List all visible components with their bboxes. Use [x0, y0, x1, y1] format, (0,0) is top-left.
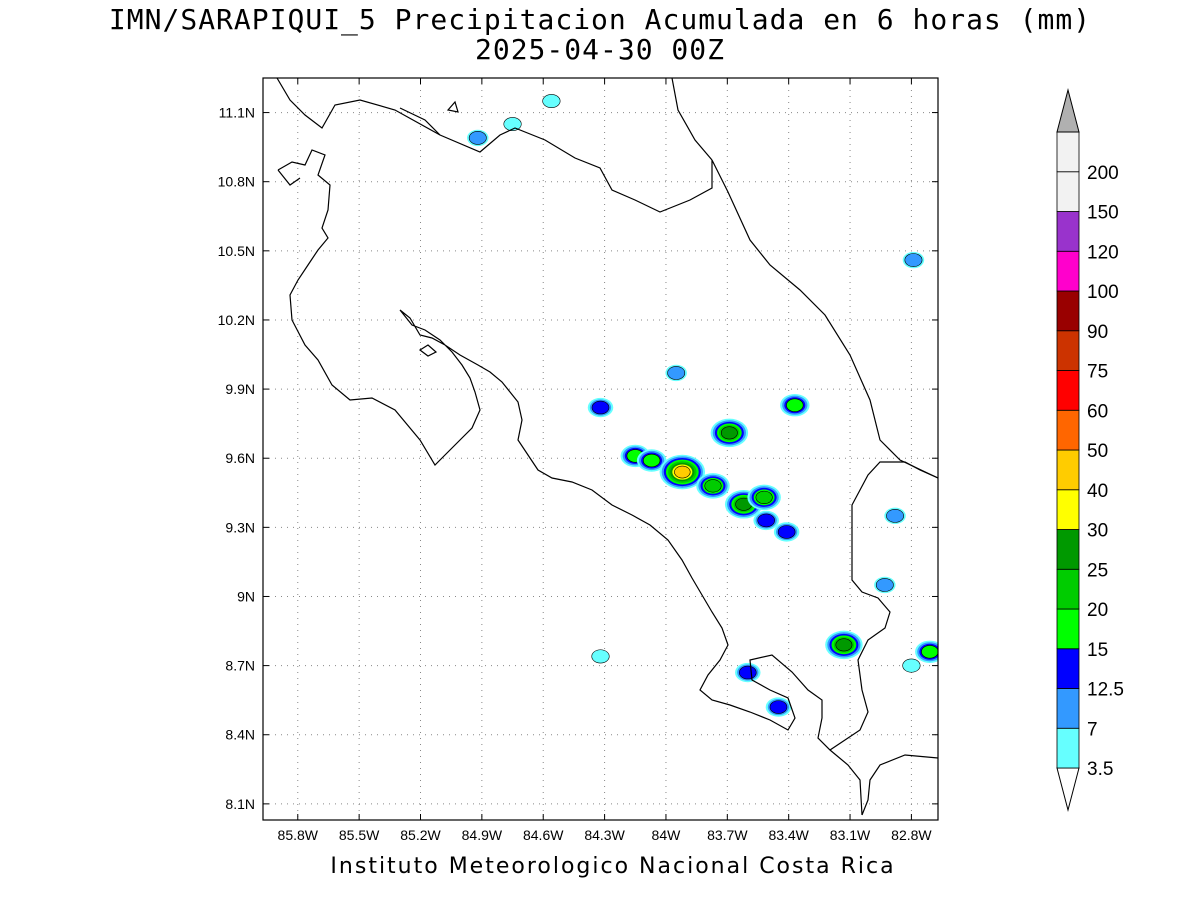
- colorbar-arrow-high: [1056, 88, 1080, 133]
- map-axes: 85.8W 85.5W 85.2W 84.9W 84.6W 84.3W 84W 83.7W 83…: [218, 77, 939, 843]
- x-tick-label: 84W: [652, 827, 682, 843]
- precip-cell: [720, 426, 738, 440]
- colorbar-box: [1056, 171, 1080, 212]
- precip-cell: [757, 513, 775, 528]
- precip-cell: [902, 658, 921, 673]
- colorbar-box: [1056, 330, 1080, 371]
- y-tick-label: 9N: [237, 588, 255, 604]
- precip-cell: [674, 465, 691, 479]
- x-tick-label: 83.4W: [768, 827, 809, 843]
- colorbar-box: [1056, 688, 1080, 729]
- precip-cell: [886, 508, 904, 523]
- precip-cell: [786, 398, 804, 412]
- colorbar-label: 30: [1087, 521, 1108, 542]
- colorbar-box-top: [1056, 131, 1080, 173]
- island-north: [446, 100, 459, 113]
- border-panama: [829, 461, 938, 751]
- colorbar-label: 40: [1087, 481, 1108, 502]
- y-tick-label: 10.5N: [218, 243, 255, 259]
- x-tick-label: 84.6W: [523, 827, 564, 843]
- precipitation-contours: [467, 94, 938, 717]
- island-gulf: [418, 344, 438, 357]
- colorbar-box: [1056, 290, 1080, 332]
- precip-cell: [875, 578, 894, 592]
- x-tick-label: 83.1W: [830, 827, 871, 843]
- border-north: [399, 107, 441, 136]
- colorbar-box: [1056, 250, 1080, 292]
- precip-cell: [704, 479, 722, 493]
- y-tick-label: 11.1N: [219, 105, 255, 121]
- y-tick-label: 8.1N: [225, 796, 255, 812]
- colorbar-label: 120: [1087, 242, 1119, 263]
- colorbar-label: 15: [1087, 640, 1108, 661]
- map-valid-time: 2025-04-30 00Z: [474, 33, 725, 66]
- colorbar-box: [1056, 370, 1080, 411]
- colorbar-arrow-low: [1056, 767, 1080, 812]
- coastline-borders: [276, 78, 938, 816]
- colorbar-box: [1056, 489, 1080, 530]
- y-tick-label: 8.4N: [225, 727, 255, 743]
- precip-cell: [667, 366, 686, 380]
- precip-cell: [542, 94, 561, 108]
- y-tick-label: 10.2N: [218, 312, 255, 328]
- precip-cell: [503, 117, 522, 132]
- precip-cell: [591, 649, 610, 664]
- credit-text: Instituto Meteorologico Nacional Costa R…: [330, 854, 896, 879]
- coastline-burica: [861, 754, 938, 816]
- colorbar-box: [1056, 211, 1080, 252]
- colorbar-label: 25: [1087, 560, 1108, 581]
- colorbar-box: [1056, 449, 1080, 491]
- colorbar-box: [1056, 568, 1080, 610]
- coastline-pacific-north: [277, 149, 863, 816]
- precip-cell: [591, 400, 610, 415]
- coastline-nicoya: [277, 169, 301, 186]
- precip-cell: [769, 700, 788, 714]
- x-tick-label: 83.7W: [707, 827, 748, 843]
- colorbar-box: [1056, 608, 1080, 650]
- colorbar-box: [1056, 529, 1080, 570]
- y-tick-label: 9.3N: [225, 519, 255, 535]
- colorbar-label: 7: [1087, 719, 1098, 740]
- colorbar-label: 3.5: [1087, 759, 1113, 780]
- colorbar-label: 50: [1087, 441, 1108, 462]
- colorbar-box: [1056, 727, 1080, 769]
- x-tick-label: 84.9W: [462, 827, 503, 843]
- precip-cell: [835, 638, 853, 652]
- y-tick-label: 9.9N: [225, 381, 255, 397]
- x-tick-label: 85.2W: [400, 827, 441, 843]
- precip-cell: [904, 253, 923, 267]
- y-tick-label: 10.8N: [218, 174, 255, 190]
- x-tick-label: 85.8W: [278, 827, 319, 843]
- colorbar-label: 90: [1087, 322, 1108, 343]
- precip-cell: [738, 665, 757, 680]
- map-title: IMN/SARAPIQUI_5 Precipitacion Acumulada …: [108, 3, 1092, 36]
- precip-cell: [642, 453, 661, 468]
- y-tick-label: 9.6N: [225, 450, 255, 466]
- colorbar-label: 60: [1087, 401, 1108, 422]
- plot-frame: [262, 77, 939, 821]
- coastline-north: [276, 78, 938, 479]
- x-tick-label: 85.5W: [339, 827, 380, 843]
- colorbar-label: 75: [1087, 362, 1108, 383]
- coastline-northeast: [671, 78, 713, 161]
- colorbar-box: [1056, 648, 1080, 689]
- colorbar-label: 100: [1087, 282, 1119, 303]
- precip-cell: [468, 131, 487, 145]
- x-tick-label: 84.3W: [584, 827, 625, 843]
- colorbar-label: 20: [1087, 600, 1108, 621]
- colorbar: 3.5 7 12.5 15 20 25 30 40 50 60 75 90 100 120 150 200: [1056, 88, 1124, 812]
- y-tick-label: 8.7N: [225, 658, 255, 674]
- colorbar-label: 150: [1087, 203, 1119, 224]
- x-tick-label: 82.8W: [891, 827, 932, 843]
- colorbar-label: 12.5: [1087, 680, 1124, 701]
- precip-cell: [777, 525, 796, 539]
- graticule: [263, 78, 938, 820]
- precip-cell: [755, 490, 773, 504]
- colorbar-box: [1056, 409, 1080, 451]
- precip-cell: [921, 645, 938, 659]
- colorbar-label: 200: [1087, 163, 1119, 184]
